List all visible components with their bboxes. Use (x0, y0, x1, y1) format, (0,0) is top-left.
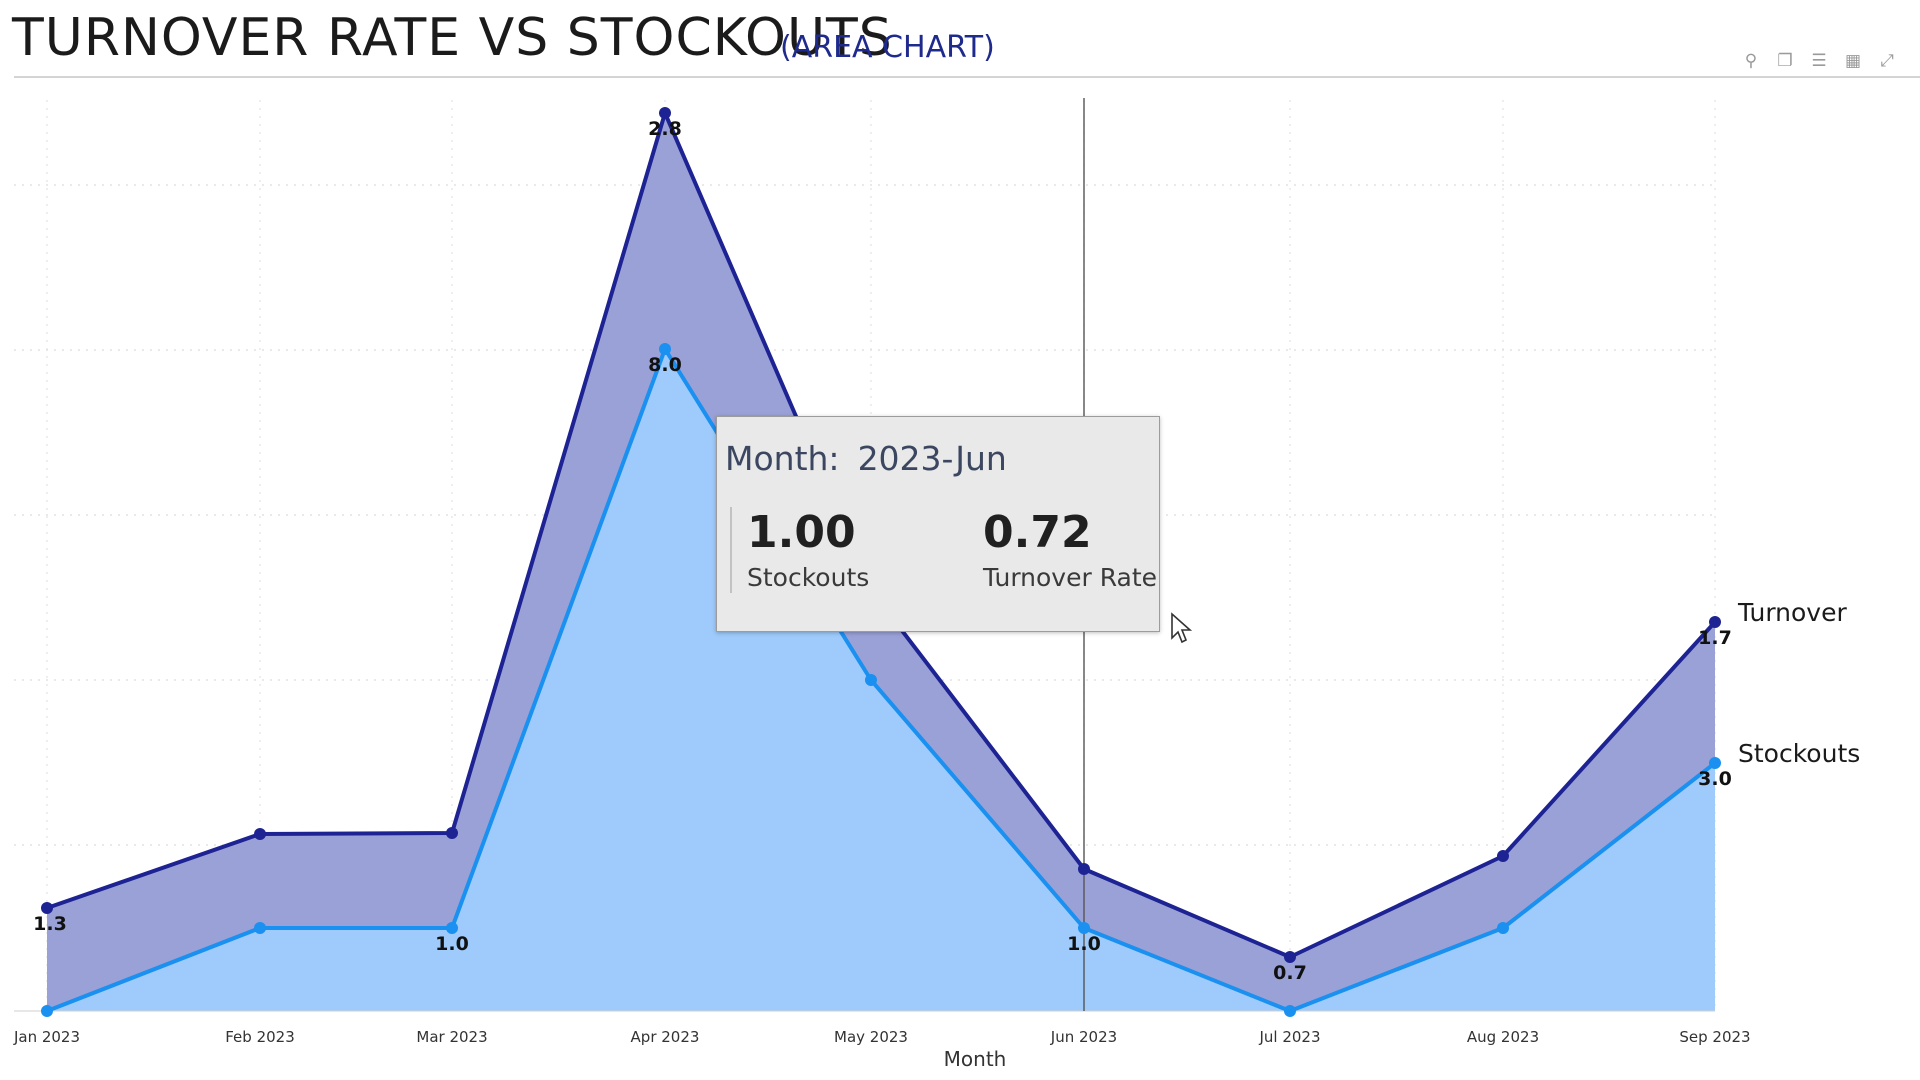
tooltip-separator (730, 507, 732, 593)
tooltip-month-value: 2023-Jun (857, 439, 1007, 478)
stockouts-data-label: 3.0 (1698, 768, 1732, 790)
stockouts-point (1284, 1005, 1296, 1017)
copy-icon[interactable]: ❐ (1777, 51, 1793, 71)
filter-icon[interactable]: ☰ (1811, 51, 1827, 71)
turnover-point (41, 902, 53, 914)
expand-icon[interactable]: ⤢ (1880, 51, 1894, 71)
visual-header-icons: ⚲ ❐ ☰ ▦ ⤢ (1740, 50, 1898, 72)
stockouts-point (1497, 922, 1509, 934)
stockouts-data-label: 8.0 (648, 354, 682, 376)
turnover-point (1709, 616, 1721, 628)
chart-subtitle: (AREA CHART) (780, 30, 995, 65)
visual-header: TURNOVER RATE VS STOCKOUTS (AREA CHART) … (0, 0, 1920, 80)
stockouts-data-label: 1.0 (435, 933, 469, 955)
turnover-series-label: Turnover (1737, 598, 1847, 627)
x-tick-label: Aug 2023 (1467, 1028, 1539, 1046)
stockouts-point (865, 674, 877, 686)
stockouts-area (47, 349, 1715, 1011)
tooltip-month-key: Month: (725, 439, 840, 478)
x-axis-title: Month (944, 1047, 1007, 1071)
stockouts-point (1078, 922, 1090, 934)
x-tick-label: Jan 2023 (13, 1028, 80, 1046)
stockouts-point (659, 343, 671, 355)
stockouts-series-label: Stockouts (1738, 739, 1860, 768)
stockouts-point (446, 922, 458, 934)
x-tick-label: Jul 2023 (1258, 1028, 1320, 1046)
focus-mode-icon[interactable]: ▦ (1844, 51, 1862, 71)
tooltip-stockouts-value: 1.00 (747, 507, 856, 558)
turnover-data-label: 1.7 (1698, 627, 1732, 649)
pin-icon[interactable]: ⚲ (1744, 51, 1758, 71)
turnover-data-label: 2.8 (648, 118, 682, 140)
tooltip-header: Month: 2023-Jun (725, 439, 1007, 478)
stockouts-point (41, 1005, 53, 1017)
turnover-point (254, 828, 266, 840)
tooltip-stockouts-label: Stockouts (747, 563, 870, 592)
header-divider (14, 76, 1920, 78)
chart-title: TURNOVER RATE VS STOCKOUTS (12, 8, 893, 68)
turnover-point (446, 827, 458, 839)
turnover-data-label: 1.3 (33, 913, 67, 935)
stockouts-point (1709, 757, 1721, 769)
turnover-point (659, 107, 671, 119)
x-tick-label: May 2023 (834, 1028, 908, 1046)
stockouts-data-label: 1.0 (1067, 933, 1101, 955)
turnover-point (1497, 850, 1509, 862)
mouse-pointer-icon (1171, 612, 1193, 644)
turnover-point (1078, 863, 1090, 875)
stockouts-point (254, 922, 266, 934)
x-tick-label: Feb 2023 (225, 1028, 295, 1046)
tooltip-turnover-value: 0.72 (983, 507, 1092, 558)
turnover-data-label: 0.7 (1273, 962, 1307, 984)
x-tick-label: Sep 2023 (1679, 1028, 1750, 1046)
tooltip-turnover-label: Turnover Rate (983, 563, 1158, 592)
turnover-point (1284, 951, 1296, 963)
x-tick-label: Mar 2023 (416, 1028, 487, 1046)
tooltip: Month: 2023-Jun 1.00 Stockouts 0.72 Turno… (716, 416, 1160, 632)
x-tick-label: Apr 2023 (631, 1028, 700, 1046)
x-tick-label: Jun 2023 (1050, 1028, 1117, 1046)
